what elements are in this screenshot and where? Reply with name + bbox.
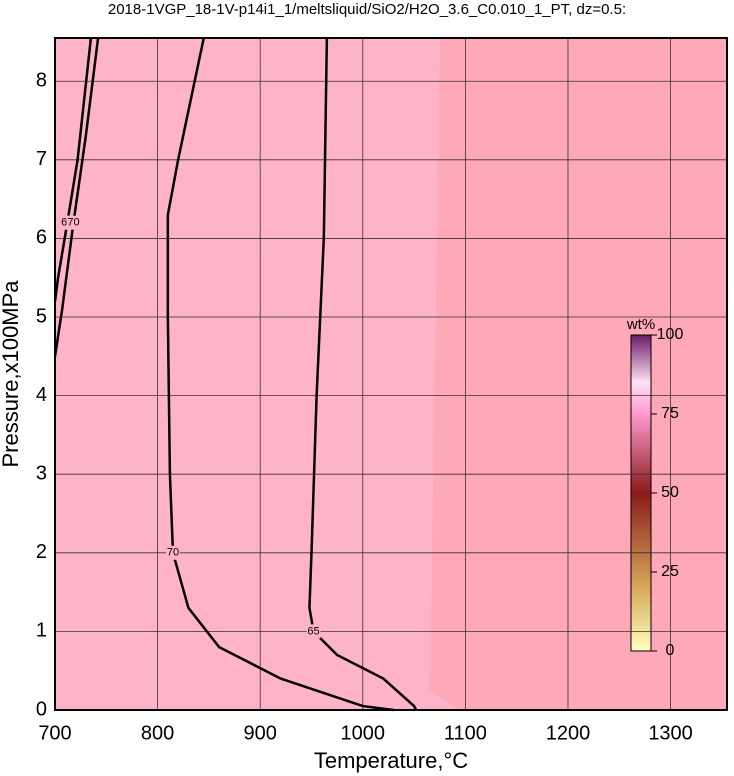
colorbar-tick-label: 75 [661, 405, 679, 422]
y-tick-label: 2 [36, 541, 47, 563]
colorbar-tick-label: 25 [661, 563, 679, 580]
x-tick-label: 700 [38, 722, 71, 744]
y-tick-label: 6 [36, 227, 47, 249]
x-tick-label: 1200 [546, 722, 591, 744]
y-tick-label: 7 [36, 148, 47, 170]
y-tick-label: 0 [36, 698, 47, 720]
colorbar-tick-label: 100 [657, 326, 684, 343]
contour-label-bg [306, 624, 321, 639]
contour-label: 70 [167, 547, 179, 559]
y-tick-label: 5 [36, 305, 47, 327]
plot-frame [54, 37, 728, 711]
x-tick-label: 1000 [341, 722, 386, 744]
y-tick-label: 3 [36, 462, 47, 484]
x-axis-label: Temperature,°C [314, 748, 468, 773]
colorbar-label: wt% [626, 316, 655, 333]
y-tick-label: 1 [36, 620, 47, 642]
contour-label: 65 [307, 625, 319, 637]
region-fill [55, 38, 460, 710]
contour-label-bg [165, 545, 180, 560]
y-tick-label: 4 [36, 384, 47, 406]
contour-line [308, 37, 418, 711]
x-tick-label: 900 [244, 722, 277, 744]
contour-label-bg [66, 215, 81, 230]
y-tick-label: 8 [36, 70, 47, 92]
colorbar [630, 334, 652, 652]
colorbar-tick-label: 50 [661, 484, 679, 501]
colorbar-tick-label: 0 [666, 642, 675, 659]
y-axis-label: Pressure,x100MPa [0, 280, 23, 468]
x-tick-label: 1100 [444, 722, 487, 744]
x-tick-label: 1300 [648, 722, 693, 744]
chart-title: 2018-1VGP_18-1V-p14i1_1/meltsliquid/SiO2… [108, 1, 626, 18]
x-tick-label: 800 [141, 722, 174, 744]
contour-label: 70 [67, 217, 79, 229]
